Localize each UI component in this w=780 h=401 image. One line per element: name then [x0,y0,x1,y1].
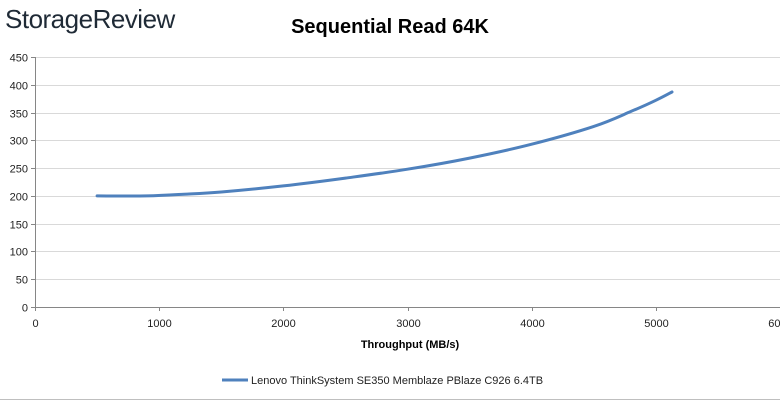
x-axis-label: Throughput (MB/s) [361,339,460,351]
x-tick-label-0: 0 [32,318,38,330]
x-tick-label-5000: 5000 [644,318,668,330]
series-lines [95,90,674,198]
axes [31,57,780,311]
x-tick-label-6000: 6000 [768,318,780,330]
y-tick-label-100: 100 [10,247,28,259]
legend-label-series-1: Lenovo ThinkSystem SE350 Memblaze PBlaze… [251,375,543,387]
x-tick-label-4000: 4000 [520,318,544,330]
y-tick-label-300: 300 [10,136,28,148]
x-axis-tick-labels: 0 1000 2000 3000 4000 5000 6000 [32,318,780,330]
y-axis-tick-labels: 0 50 100 150 200 250 300 350 400 450 [10,53,28,315]
y-tick-label-150: 150 [10,220,28,232]
y-tick-label-0: 0 [22,303,28,315]
y-tick-label-50: 50 [16,275,28,287]
storagereview-logo: StorageReview [5,4,176,34]
x-tick-label-2000: 2000 [271,318,295,330]
y-tick-label-450: 450 [10,53,28,65]
y-tick-label-250: 250 [10,164,28,176]
x-tick-label-1000: 1000 [147,318,171,330]
x-tick-label-3000: 3000 [396,318,420,330]
chart-title: Sequential Read 64K [291,16,489,38]
series-line-1 [95,90,674,198]
y-tick-label-350: 350 [10,109,28,121]
y-tick-label-200: 200 [10,192,28,204]
y-tick-label-400: 400 [10,81,28,93]
legend: Lenovo ThinkSystem SE350 Memblaze PBlaze… [222,375,543,387]
